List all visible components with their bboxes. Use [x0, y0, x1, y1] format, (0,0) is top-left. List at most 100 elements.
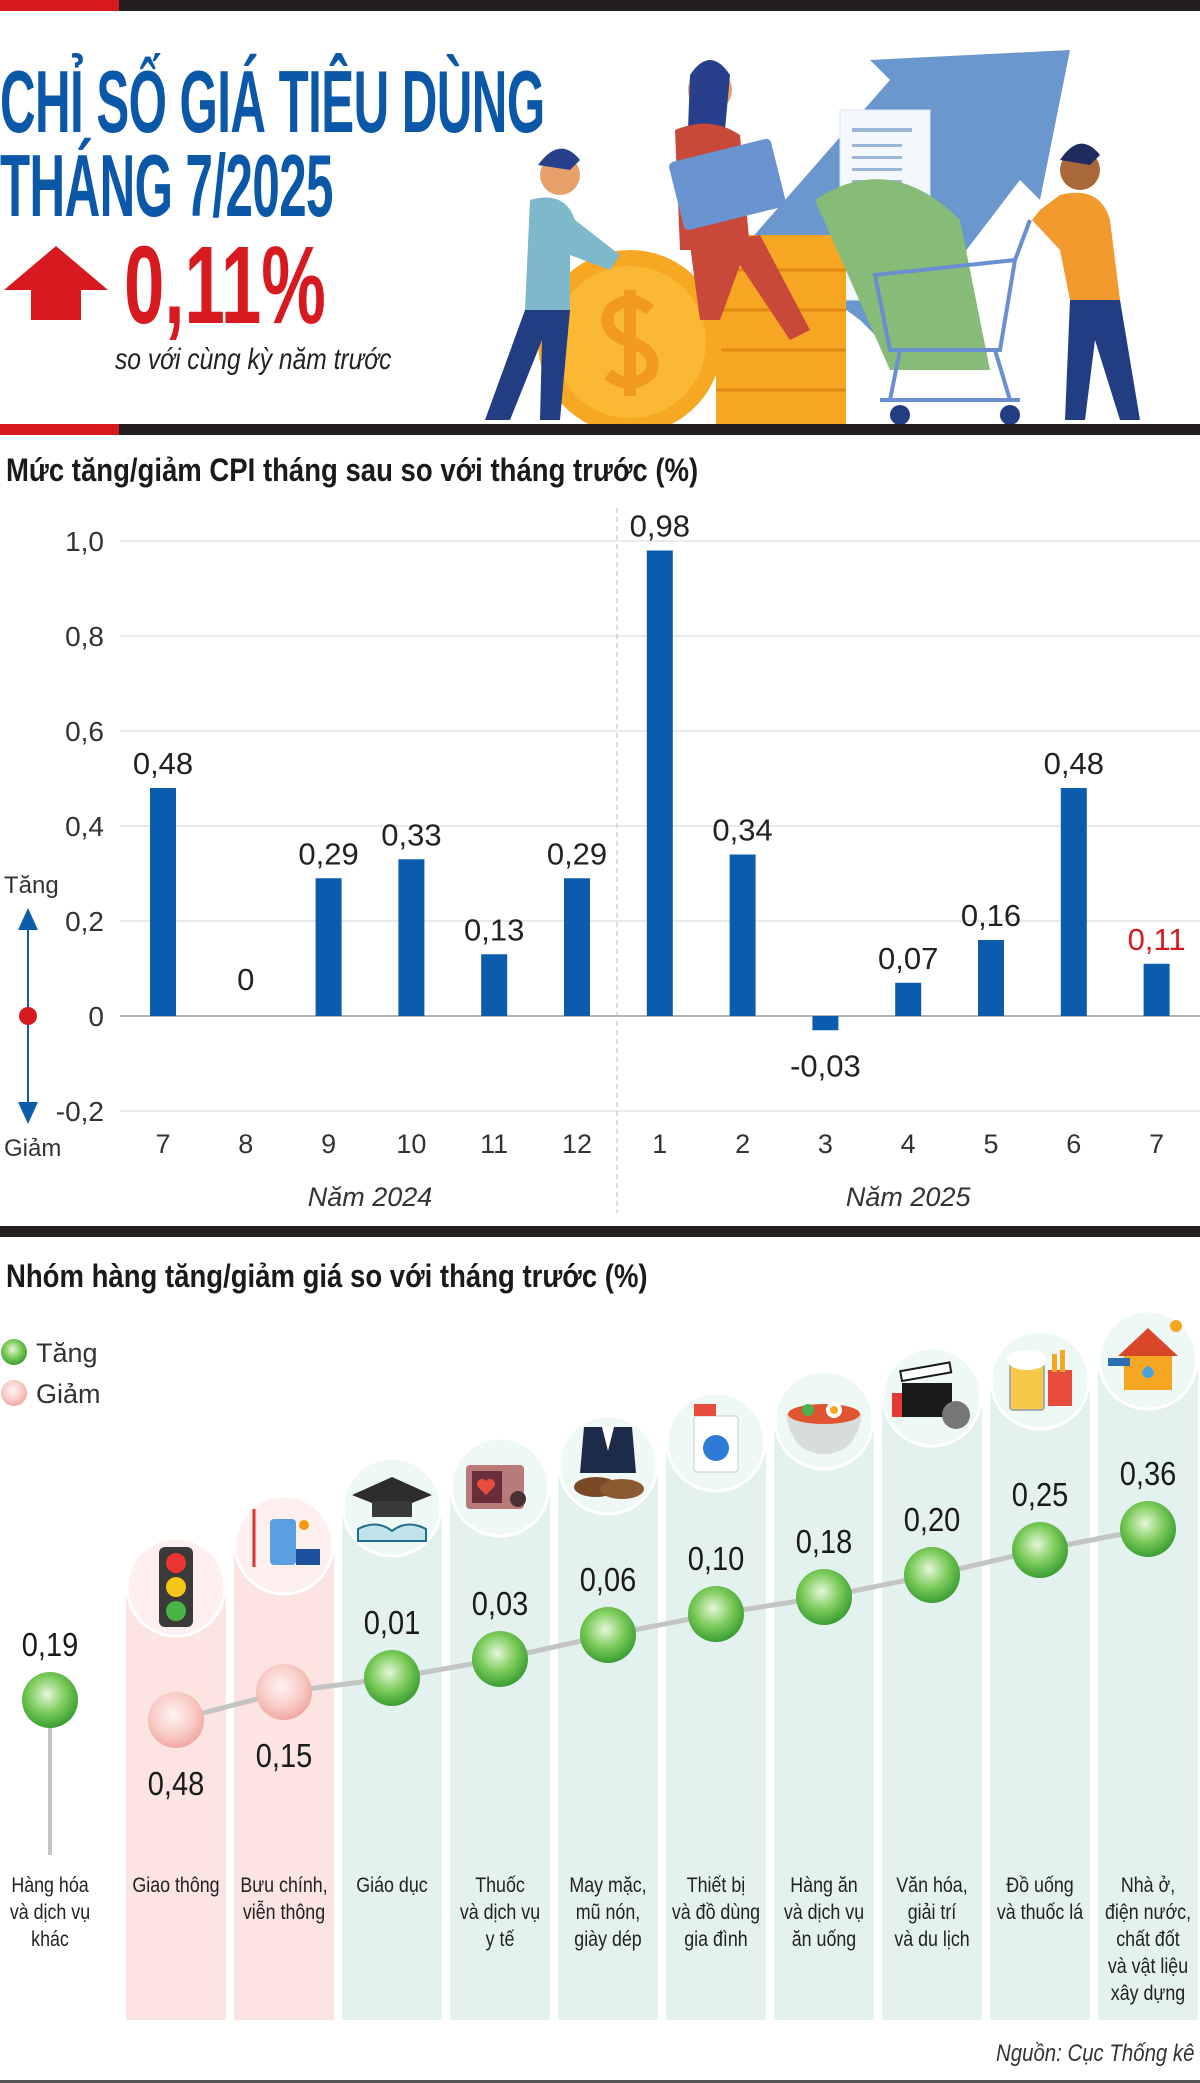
traffic-light-icon — [125, 1536, 227, 1638]
bar — [315, 878, 342, 1016]
category-label: và thuốc lá — [997, 1901, 1083, 1925]
legend-up-label: Tăng — [36, 1338, 98, 1368]
bar — [564, 878, 590, 1016]
category-label: Giao thông — [132, 1874, 219, 1898]
up-arrow-icon — [4, 246, 108, 320]
x-tick-label: 1 — [652, 1129, 667, 1159]
category-label: mũ nón, — [576, 1901, 640, 1925]
bar-value-label: 0,16 — [961, 898, 1021, 933]
bar — [481, 954, 508, 1016]
increase-ball — [22, 1672, 78, 1728]
x-tick-label: 10 — [396, 1129, 426, 1159]
category-label: Bưu chính, — [240, 1874, 327, 1898]
category-label: Thiết bị — [687, 1874, 745, 1898]
value-label: 0,03 — [472, 1585, 529, 1622]
category-label: xây dựng — [1111, 1982, 1185, 2006]
category-label: Thuốc — [475, 1874, 525, 1898]
bar — [978, 940, 1004, 1016]
value-label: 0,36 — [1120, 1455, 1177, 1492]
category-column — [1098, 1360, 1198, 2020]
category-label: May mặc, — [569, 1874, 646, 1898]
bar — [1060, 788, 1087, 1016]
headline-value: 0,11% — [124, 224, 326, 347]
increase-ball — [472, 1631, 528, 1687]
group-price-change-chart: Tăng Giảm 0,19 Hàng hóa và dịch vụ khác 0,48 Gi… — [1, 1309, 1199, 2020]
y-tick-label: 0 — [88, 1001, 104, 1032]
y-tick-label: 0,6 — [65, 716, 104, 747]
bar — [150, 788, 176, 1016]
x-tick-label: 8 — [238, 1129, 253, 1159]
category-label: và đồ dùng — [672, 1901, 760, 1925]
beer-icon — [989, 1329, 1091, 1431]
x-tick-label: 6 — [1066, 1129, 1081, 1159]
category-label: Hàng ăn — [790, 1874, 857, 1898]
category-label: khác — [31, 1928, 69, 1952]
telecom-icon — [233, 1494, 335, 1596]
bar-value-label: 0,29 — [547, 836, 607, 871]
category-column — [126, 1587, 226, 2020]
groups-chart-title: Nhóm hàng tăng/giảm giá so với tháng trư… — [6, 1258, 648, 1294]
bar — [895, 982, 922, 1016]
headline-subtitle: so với cùng kỳ năm trước — [115, 343, 392, 376]
category-label: và dịch vụ — [10, 1901, 90, 1925]
value-label: 0,25 — [1012, 1476, 1069, 1513]
category-column — [342, 1507, 442, 2020]
x-tick-label: 4 — [901, 1129, 916, 1159]
down-arrow-icon — [18, 1102, 38, 1124]
bar-value-label: 0,48 — [133, 746, 193, 781]
y-tick-label: 0,4 — [65, 811, 104, 842]
clapperboard-icon — [881, 1346, 983, 1448]
value-label: 0,20 — [904, 1501, 961, 1538]
category-column — [450, 1487, 550, 2020]
increase-ball — [904, 1547, 960, 1603]
x-tick-label: 9 — [321, 1129, 336, 1159]
section-rule-1 — [0, 424, 1200, 435]
category-column — [666, 1442, 766, 2020]
decrease-ball — [148, 1692, 204, 1748]
y-tick-label: 0,2 — [65, 906, 104, 937]
page-title-line2: THÁNG 7/2025 — [0, 136, 333, 235]
category-label: Nhà ở, — [1121, 1874, 1175, 1898]
bar-value-label: 0,07 — [878, 941, 938, 976]
category-label: gia đình — [684, 1928, 747, 1952]
shopping-cart-icon — [872, 219, 1032, 402]
bar-value-label: 0,11 — [1128, 922, 1186, 957]
x-tick-label: 3 — [818, 1129, 833, 1159]
y-tick-label: 1,0 — [65, 526, 104, 557]
food-bowl-icon — [773, 1369, 875, 1471]
decrease-ball — [256, 1664, 312, 1720]
category-label: Hàng hóa — [11, 1874, 88, 1898]
category-label: và dịch vụ — [460, 1901, 540, 1925]
value-label: 0,48 — [148, 1765, 205, 1802]
house-icon — [1097, 1309, 1199, 1411]
cpi-monthly-bar-chart: 1,0 0,8 0,6 0,4 0,2 0 -0,2 Tăng Giảm 0,48 7 0 8 0,29 9… — [4, 508, 1200, 1213]
trend-line — [175, 1526, 1149, 1723]
category-column — [882, 1397, 982, 2020]
x-tick-label: 11 — [480, 1129, 508, 1159]
bar-value-label: 0,13 — [464, 912, 524, 947]
legend-up-dot — [1, 1339, 27, 1365]
increase-ball — [1120, 1501, 1176, 1557]
medical-icon — [449, 1436, 551, 1538]
bar-value-label: 0,98 — [630, 509, 690, 544]
year-label: Năm 2025 — [846, 1182, 972, 1212]
legend-down-dot — [1, 1380, 27, 1406]
value-label: 0,06 — [580, 1561, 637, 1598]
page-title-line1: CHỈ SỐ GIÁ TIÊU DÙNG — [0, 52, 545, 151]
category-label: giải trí — [908, 1901, 957, 1925]
value-label: 0,18 — [796, 1523, 853, 1560]
category-column — [234, 1545, 334, 2020]
up-arrow-icon — [18, 908, 38, 930]
source-note: Nguồn: Cục Thống kê — [995, 2040, 1194, 2067]
increase-ball — [796, 1569, 852, 1625]
category-label: và vật liệu — [1108, 1955, 1188, 1979]
bar — [1143, 963, 1170, 1016]
category-label: Văn hóa, — [896, 1874, 967, 1898]
increase-ball — [580, 1607, 636, 1663]
y-tick-label: 0,8 — [65, 621, 104, 652]
bar-value-label: 0,33 — [381, 817, 441, 852]
bar — [729, 854, 756, 1016]
money-icon — [815, 179, 990, 370]
bar-value-label: 0,29 — [298, 836, 358, 871]
increase-ball — [364, 1650, 420, 1706]
